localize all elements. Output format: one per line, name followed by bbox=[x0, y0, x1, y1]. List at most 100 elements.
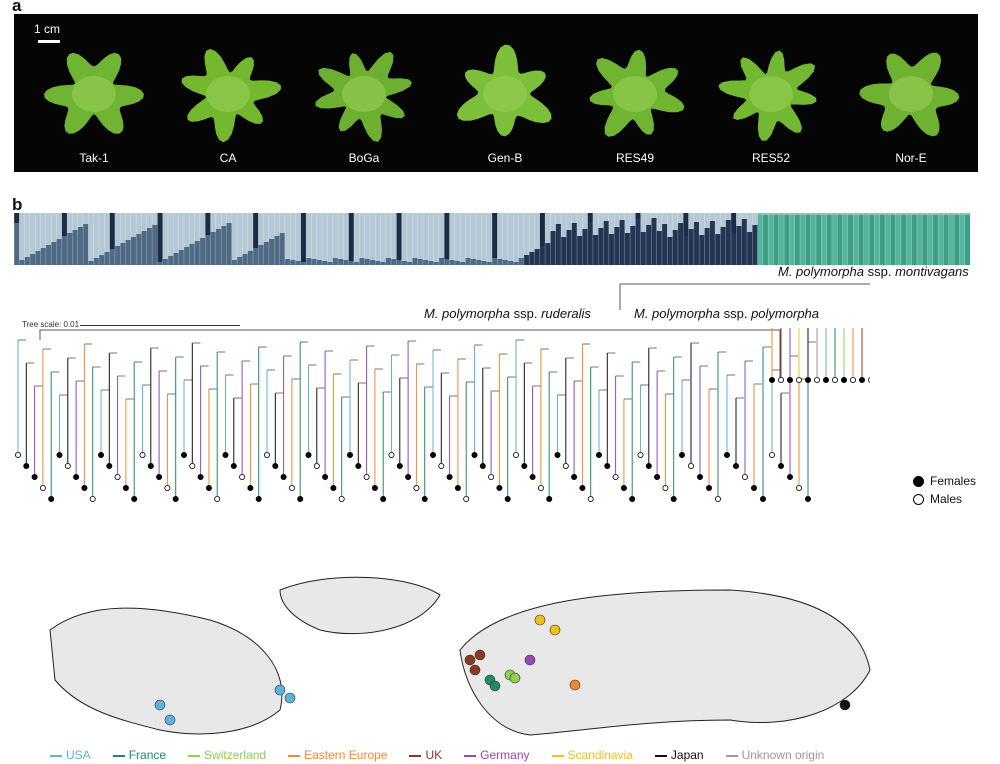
ancestry-bar-top bbox=[964, 213, 970, 215]
tip-marker bbox=[521, 462, 528, 469]
ancestry-bar-top bbox=[847, 213, 854, 215]
tip-marker bbox=[322, 473, 329, 480]
ancestry-bar-top bbox=[725, 213, 732, 220]
ancestry-bar-top bbox=[810, 213, 817, 215]
ancestry-bar-bottom bbox=[417, 259, 424, 265]
ancestry-bar-top bbox=[619, 213, 626, 220]
thallus-highlight bbox=[749, 76, 793, 112]
plant-thallus-gen-b bbox=[456, 44, 552, 137]
ancestry-bar-bottom bbox=[396, 260, 403, 265]
tip-marker bbox=[172, 495, 179, 502]
tip-marker bbox=[288, 484, 295, 491]
ancestry-bar-bottom bbox=[677, 223, 684, 265]
tip-marker bbox=[587, 495, 594, 502]
legend-label: UK bbox=[425, 748, 443, 762]
ruderalis-name: ruderalis bbox=[541, 306, 591, 321]
legend-swatch bbox=[725, 754, 738, 757]
sample-site-marker bbox=[274, 684, 286, 696]
ancestry-bar-top bbox=[938, 213, 944, 215]
tip-marker bbox=[504, 495, 511, 502]
tip-marker bbox=[214, 495, 221, 502]
ancestry-bar-top bbox=[98, 213, 105, 255]
ancestry-bar-top bbox=[709, 213, 716, 221]
ancestry-bar-top bbox=[603, 213, 610, 221]
ancestry-bar-top bbox=[109, 213, 116, 249]
ancestry-bar-bottom bbox=[507, 261, 514, 265]
ancestry-bar-bottom bbox=[189, 244, 195, 265]
sample-site-marker bbox=[489, 680, 501, 692]
eurasia-landmass bbox=[459, 589, 871, 736]
ancestry-bar-bottom bbox=[247, 251, 254, 265]
tip-marker bbox=[89, 495, 96, 502]
ancestry-bar-top bbox=[24, 213, 31, 257]
ancestry-bar-bottom bbox=[906, 215, 912, 265]
ancestry-bar-bottom bbox=[51, 242, 57, 265]
ancestry-bar-bottom bbox=[428, 261, 434, 265]
ancestry-bar-top bbox=[720, 213, 726, 227]
ancestry-bar-top bbox=[736, 213, 742, 226]
ancestry-bar-bottom bbox=[130, 237, 137, 265]
ancestry-bar-bottom bbox=[173, 253, 179, 265]
ancestry-bar-top bbox=[210, 213, 217, 232]
ancestry-bar-top bbox=[327, 213, 333, 262]
ancestry-bar-top bbox=[842, 213, 849, 215]
ancestry-bar-top bbox=[253, 213, 259, 248]
ancestry-bar-bottom bbox=[656, 231, 663, 265]
ancestry-bar-top bbox=[221, 213, 227, 226]
tip-marker bbox=[197, 473, 204, 480]
tip-marker bbox=[562, 462, 569, 469]
ancestry-bar-bottom bbox=[741, 219, 748, 265]
ancestry-bar-bottom bbox=[895, 215, 902, 265]
males-label: Males bbox=[930, 492, 963, 506]
plant-label: CA bbox=[219, 151, 237, 165]
ancestry-bar-top bbox=[831, 213, 838, 215]
ancestry-bar-bottom bbox=[752, 225, 758, 265]
ancestry-bar-top bbox=[306, 213, 312, 258]
ancestry-bar-bottom bbox=[109, 249, 116, 265]
tip-marker bbox=[868, 377, 870, 383]
ancestry-bar-top bbox=[152, 213, 158, 225]
ancestry-bar-top bbox=[789, 213, 796, 215]
ancestry-bar-top bbox=[88, 213, 94, 261]
ancestry-bar-top bbox=[762, 213, 769, 215]
ancestry-bar-top bbox=[295, 213, 302, 261]
ancestry-bar-top bbox=[492, 213, 498, 258]
ancestry-bar-bottom bbox=[938, 215, 944, 265]
ancestry-bar-top bbox=[815, 213, 822, 215]
ancestry-bar-bottom bbox=[731, 233, 737, 265]
ancestry-bar-bottom bbox=[651, 218, 657, 265]
ancestry-bar-bottom bbox=[114, 246, 121, 265]
ancestry-bar-top bbox=[465, 213, 472, 258]
tree-backbone bbox=[39, 329, 781, 380]
ancestry-bar-bottom bbox=[486, 262, 493, 265]
tip-marker bbox=[15, 451, 21, 458]
sample-site-marker bbox=[284, 692, 296, 704]
sample-site-marker bbox=[524, 654, 536, 666]
tip-marker bbox=[263, 451, 270, 458]
ancestry-bar-bottom bbox=[948, 215, 955, 265]
tip-marker bbox=[147, 462, 154, 469]
tip-marker bbox=[805, 495, 812, 502]
ancestry-bar-top bbox=[369, 213, 376, 260]
ancestry-bar-bottom bbox=[598, 228, 604, 265]
ancestry-bar-top bbox=[189, 213, 195, 244]
tip-marker bbox=[189, 462, 196, 469]
tip-marker bbox=[841, 377, 848, 384]
tip-marker bbox=[98, 451, 105, 458]
ancestry-bar-bottom bbox=[784, 215, 790, 265]
ancestry-bar-top bbox=[300, 213, 307, 262]
ancestry-bar-top bbox=[778, 213, 785, 215]
ancestry-bar-top bbox=[141, 213, 148, 231]
tip-marker bbox=[463, 495, 470, 502]
ancestry-bar-top bbox=[486, 213, 493, 262]
ancestry-bar-top bbox=[417, 213, 424, 259]
ancestry-bar-bottom bbox=[842, 215, 849, 265]
ancestry-bar-bottom bbox=[146, 228, 153, 265]
ancestry-bar-top bbox=[438, 213, 445, 258]
thallus-highlight bbox=[72, 76, 116, 112]
ancestry-bar-top bbox=[51, 213, 57, 242]
ancestry-bar-bottom bbox=[768, 215, 774, 265]
tip-marker bbox=[529, 473, 536, 480]
tip-marker bbox=[823, 377, 830, 384]
males-legend: Males bbox=[913, 492, 962, 506]
